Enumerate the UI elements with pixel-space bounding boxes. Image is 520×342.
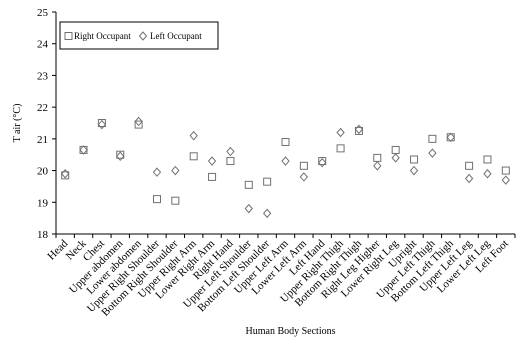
y-tick-label: 22 xyxy=(37,102,48,114)
right-occupant-point xyxy=(410,155,419,164)
plot-frame xyxy=(55,12,515,235)
left-occupant-point xyxy=(391,153,400,163)
legend: Right Occupant Left Occupant xyxy=(59,21,219,50)
y-tick-label: 18 xyxy=(37,229,49,241)
right-occupant-point xyxy=(336,144,345,153)
right-occupant-point xyxy=(134,120,143,129)
left-occupant-point xyxy=(244,203,253,214)
left-occupant-point xyxy=(152,167,162,177)
left-occupant-point xyxy=(171,165,180,176)
right-occupant-point xyxy=(244,180,253,189)
left-occupant-point xyxy=(97,119,107,130)
left-occupant-point xyxy=(134,116,143,127)
right-occupant-point xyxy=(391,145,400,154)
y-axis-ticks: 18 19 20 21 22 23 24 25 xyxy=(37,7,56,241)
y-axis-title: T air (°C) xyxy=(12,104,23,143)
left-occupant-point xyxy=(336,127,345,138)
right-occupant-point xyxy=(208,172,217,181)
right-occupant-point xyxy=(189,152,198,161)
left-occupant-point xyxy=(281,156,290,166)
y-tick-label: 20 xyxy=(37,166,49,178)
left-occupant-point xyxy=(299,172,309,182)
left-occupant-point xyxy=(501,175,510,185)
y-tick-label: 23 xyxy=(37,70,49,82)
right-occupant-point xyxy=(446,133,455,142)
right-occupant-point xyxy=(79,145,88,154)
y-tick-label: 24 xyxy=(37,39,49,51)
legend-square-marker xyxy=(64,32,73,40)
right-occupant-point xyxy=(428,134,437,143)
right-occupant-point xyxy=(263,177,272,186)
left-occupant-point xyxy=(79,145,88,155)
legend-box xyxy=(59,21,219,50)
right-occupant-point xyxy=(171,196,180,205)
left-occupant-point xyxy=(483,168,492,179)
left-occupant-point xyxy=(116,151,125,162)
left-occupant-point xyxy=(464,173,474,184)
right-occupant-point xyxy=(299,161,308,170)
right-occupant-point xyxy=(465,161,474,170)
legend-diamond-marker xyxy=(138,31,148,41)
legend-label-right-occupant: Right Occupant xyxy=(74,31,131,41)
legend-label-left-occupant: Left Occupant xyxy=(150,31,202,41)
right-occupant-point xyxy=(226,157,235,166)
left-occupant-point xyxy=(207,156,217,166)
right-occupant-point xyxy=(501,166,510,175)
left-occupant-point xyxy=(409,165,419,176)
left-occupant-point xyxy=(262,208,272,219)
data-markers xyxy=(61,116,510,219)
y-tick-label: 19 xyxy=(37,197,49,209)
left-occupant-point xyxy=(446,132,455,143)
left-occupant-point xyxy=(226,146,235,157)
right-occupant-point xyxy=(116,150,125,159)
right-occupant-point xyxy=(318,157,327,166)
right-occupant-point xyxy=(483,155,492,164)
right-occupant-point xyxy=(354,126,363,135)
left-occupant-point xyxy=(189,130,198,141)
left-occupant-point xyxy=(318,157,327,168)
left-occupant-point xyxy=(428,148,437,158)
left-occupant-point xyxy=(61,168,70,179)
right-occupant-point xyxy=(152,195,161,204)
left-occupant-point xyxy=(354,124,364,135)
y-tick-label: 25 xyxy=(37,7,49,19)
left-occupant-point xyxy=(373,161,382,171)
right-occupant-point xyxy=(373,153,382,162)
right-occupant-point xyxy=(97,119,106,127)
right-occupant-point xyxy=(61,171,70,180)
y-tick-label: 21 xyxy=(37,134,48,146)
x-axis-title: Human Body Sections xyxy=(246,326,336,337)
right-occupant-point xyxy=(281,138,290,147)
